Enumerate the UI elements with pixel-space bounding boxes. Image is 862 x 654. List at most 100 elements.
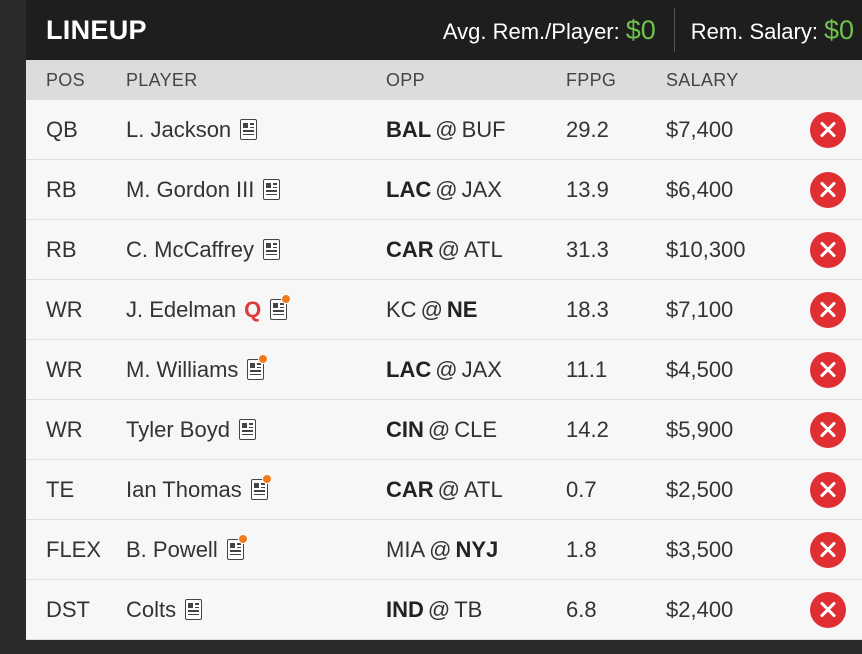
page-title: LINEUP <box>46 14 147 45</box>
player-news-icon[interactable] <box>262 239 280 260</box>
player-salary: $7,400 <box>666 116 734 142</box>
player-cell: B. Powell <box>126 534 386 563</box>
player-fppg: 1.8 <box>566 536 597 562</box>
remove-player-button[interactable] <box>810 591 846 628</box>
remaining-salary-value: $0 <box>823 14 854 45</box>
player-salary: $2,400 <box>666 596 734 622</box>
lineup-panel: LINEUP Avg. Rem./Player: $0 Rem. Salary:… <box>26 0 862 640</box>
team-home: BUF <box>461 116 506 142</box>
player-news-icon[interactable] <box>238 419 256 440</box>
column-header-pos: POS <box>46 69 85 90</box>
team-away: IND <box>386 596 424 622</box>
table-row: RB M. Gordon III LAC @ JAX 13.9 $6,400 <box>26 160 862 220</box>
opponent-cell: IND @ TB <box>386 596 483 622</box>
opponent-cell: KC @ NE <box>386 296 478 322</box>
player-position: TE <box>46 476 75 502</box>
player-news-icon[interactable] <box>250 474 272 500</box>
column-header-opp: OPP <box>386 69 425 90</box>
opponent-cell: CAR @ ATL <box>386 476 503 502</box>
player-position: QB <box>46 116 78 142</box>
player-cell: Ian Thomas <box>126 474 386 503</box>
player-salary: $10,300 <box>666 236 746 262</box>
remove-player-button[interactable] <box>810 291 846 328</box>
player-fppg: 13.9 <box>566 176 609 202</box>
column-header-player: PLAYER <box>126 69 198 90</box>
player-position: RB <box>46 176 77 202</box>
remove-player-button[interactable] <box>810 111 846 148</box>
team-home: NYJ <box>455 536 499 562</box>
player-name[interactable]: L. Jackson <box>126 116 232 142</box>
table-row: FLEX B. Powell MIA @ NYJ 1.8 $3,500 <box>26 520 862 580</box>
remove-player-button[interactable] <box>810 411 846 448</box>
table-row: WR J. Edelman Q KC @ NE 18.3 $7,100 <box>26 280 862 340</box>
player-news-icon[interactable] <box>185 599 203 620</box>
column-header-fppg: FPPG <box>566 69 617 90</box>
team-home: JAX <box>461 356 502 382</box>
player-fppg: 18.3 <box>566 296 609 322</box>
lineup-header: LINEUP Avg. Rem./Player: $0 Rem. Salary:… <box>26 0 862 60</box>
player-news-icon[interactable] <box>247 354 269 380</box>
remove-player-button[interactable] <box>810 471 846 508</box>
player-fppg: 6.8 <box>566 596 597 622</box>
player-salary: $6,400 <box>666 176 734 202</box>
player-position: FLEX <box>46 536 102 562</box>
player-name[interactable]: B. Powell <box>126 536 218 562</box>
avg-remaining-stat: Avg. Rem./Player: $0 <box>443 15 656 46</box>
player-fppg: 14.2 <box>566 416 609 442</box>
table-row: WR M. Williams LAC @ JAX 11.1 $4,500 <box>26 340 862 400</box>
player-cell: J. Edelman Q <box>126 294 386 323</box>
table-row: DST Colts IND @ TB 6.8 $2,400 <box>26 580 862 640</box>
avg-remaining-value: $0 <box>625 14 656 45</box>
news-alert-dot-icon <box>281 294 292 304</box>
opponent-cell: LAC @ JAX <box>386 176 502 202</box>
player-cell: M. Gordon III <box>126 177 386 203</box>
player-name[interactable]: Ian Thomas <box>126 476 242 502</box>
opponent-cell: CAR @ ATL <box>386 236 503 262</box>
team-home: JAX <box>461 176 502 202</box>
team-away: CAR <box>386 476 434 502</box>
player-position: WR <box>46 356 83 382</box>
table-row: RB C. McCaffrey CAR @ ATL 31.3 $10,300 <box>26 220 862 280</box>
player-name[interactable]: M. Williams <box>126 356 239 382</box>
player-news-icon[interactable] <box>226 534 248 560</box>
player-fppg: 0.7 <box>566 476 597 502</box>
player-name[interactable]: Tyler Boyd <box>126 416 230 442</box>
player-news-icon[interactable] <box>270 294 292 320</box>
lineup-table-body: QB L. Jackson BAL @ BUF 29.2 $7,400 RB M. … <box>26 100 862 640</box>
player-fppg: 29.2 <box>566 116 609 142</box>
team-home: CLE <box>454 416 498 442</box>
table-row: QB L. Jackson BAL @ BUF 29.2 $7,400 <box>26 100 862 160</box>
header-divider <box>673 8 675 52</box>
team-home: NE <box>446 296 478 322</box>
team-away: CAR <box>386 236 434 262</box>
opponent-cell: BAL @ BUF <box>386 116 506 142</box>
remove-player-button[interactable] <box>810 171 846 208</box>
remove-player-button[interactable] <box>810 351 846 388</box>
opponent-cell: CIN @ CLE <box>386 416 498 442</box>
player-name[interactable]: C. McCaffrey <box>126 236 254 262</box>
player-news-icon[interactable] <box>263 179 281 200</box>
player-name[interactable]: Colts <box>126 596 177 622</box>
player-salary: $4,500 <box>666 356 734 382</box>
player-name[interactable]: M. Gordon III <box>126 176 255 202</box>
team-away: LAC <box>386 356 432 382</box>
team-away: MIA <box>386 536 426 562</box>
news-alert-dot-icon <box>258 354 269 364</box>
player-salary: $3,500 <box>666 536 734 562</box>
player-news-icon[interactable] <box>240 119 258 140</box>
team-away: CIN <box>386 416 424 442</box>
opponent-cell: LAC @ JAX <box>386 356 502 382</box>
remaining-salary-stat: Rem. Salary: $0 <box>691 15 862 46</box>
news-alert-dot-icon <box>261 474 272 484</box>
remove-player-button[interactable] <box>810 231 846 268</box>
player-cell: Tyler Boyd <box>126 417 386 443</box>
remove-player-button[interactable] <box>810 531 846 568</box>
table-row: WR Tyler Boyd CIN @ CLE 14.2 $5,900 <box>26 400 862 460</box>
avg-remaining-label: Avg. Rem./Player: <box>442 18 620 44</box>
remaining-salary-label: Rem. Salary: <box>690 18 818 44</box>
team-away: BAL <box>386 116 432 142</box>
column-header-salary: SALARY <box>666 69 739 90</box>
player-salary: $2,500 <box>666 476 734 502</box>
player-name[interactable]: J. Edelman <box>126 296 237 322</box>
